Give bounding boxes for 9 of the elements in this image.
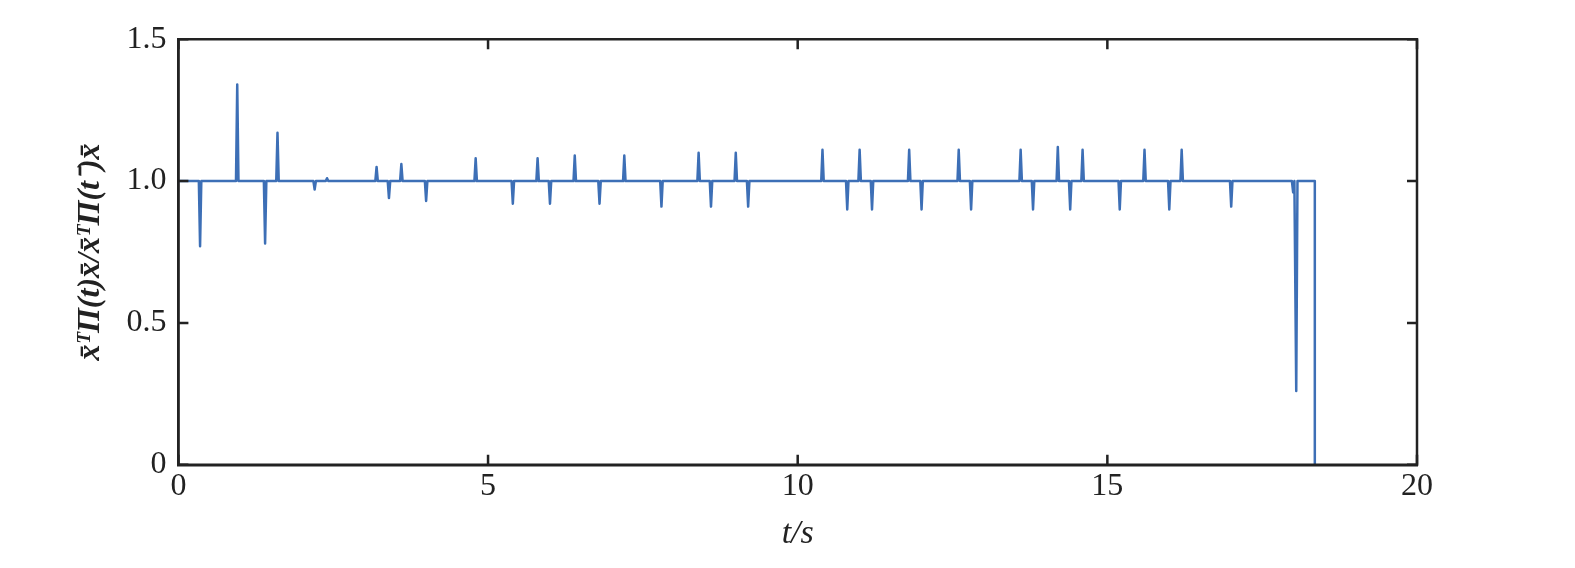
x-tick-label: 5 [480,466,497,503]
y-axis-title: x̄ᵀΠ(t)x̄/x̄ᵀΠ(t⁻)x̄ [70,143,107,362]
x-tick-label: 10 [781,466,814,503]
y-tick-label: 1.0 [126,160,167,197]
y-tick-label: 1.5 [126,18,167,55]
y-tick-label: 0.5 [126,302,167,339]
x-tick-label: 20 [1401,466,1433,503]
x-axis-title: t/s [781,512,814,550]
x-tick-label: 15 [1091,466,1124,503]
